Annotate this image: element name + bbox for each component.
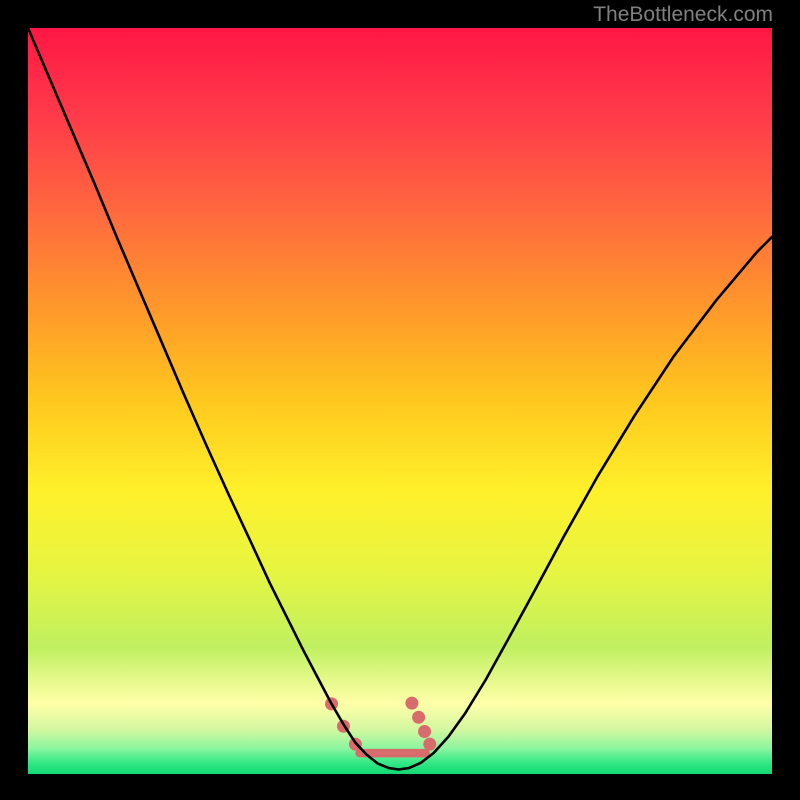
chart-svg	[28, 28, 772, 774]
chart-plot-area	[28, 28, 772, 774]
marker-dot	[405, 697, 418, 710]
marker-dot	[418, 725, 431, 738]
marker-dot	[423, 738, 436, 751]
chart-background	[28, 28, 772, 774]
marker-dot	[412, 711, 425, 724]
watermark-text: TheBottleneck.com	[593, 3, 773, 27]
